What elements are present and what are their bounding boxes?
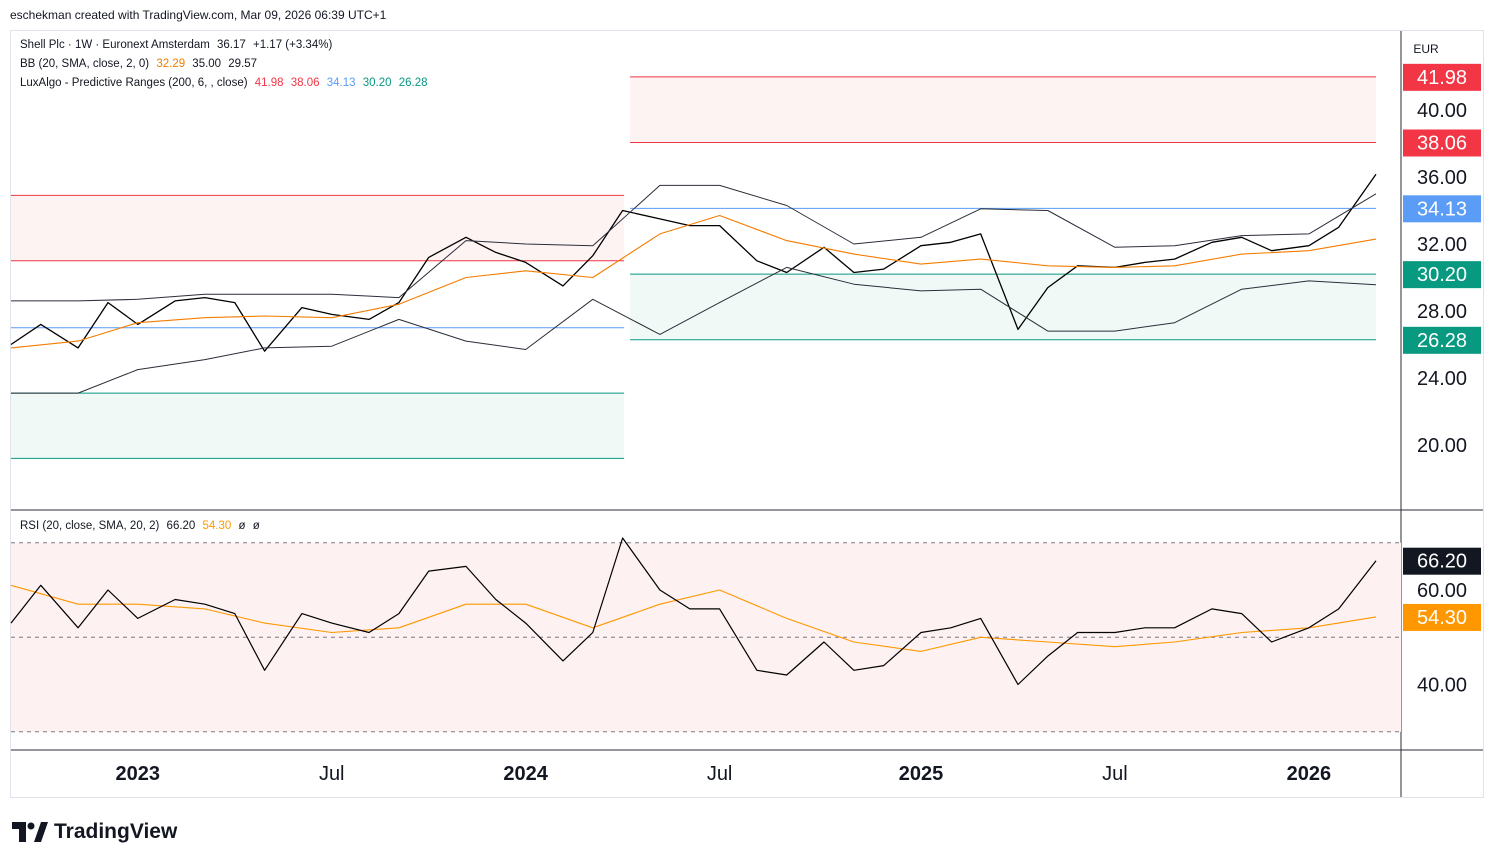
price-badge-label: 38.06 [1417, 132, 1467, 154]
price-badge-label: 30.20 [1417, 264, 1467, 286]
rsi-tick-label: 60.00 [1417, 580, 1467, 602]
range-lower-zone [630, 274, 1376, 340]
price-badge [1403, 261, 1481, 289]
legend-lux-s1: 30.20 [362, 77, 392, 89]
range-upper-zone [630, 76, 1376, 143]
price-tick-label: 24.00 [1417, 368, 1467, 390]
price-line [10, 173, 1377, 352]
range-lower-zone [11, 393, 625, 459]
legend-luxalgo-row: LuxAlgo - Predictive Ranges (200, 6, , c… [20, 77, 431, 89]
price-badge [1403, 195, 1481, 223]
attribution-text: eschekman created with TradingView.com, … [10, 8, 387, 22]
rsi-badge [1403, 547, 1481, 575]
legend-rsi-na1: ø [238, 520, 246, 532]
legend-bb-lower: 29.57 [228, 58, 258, 70]
legend-lux-r2: 41.98 [254, 77, 284, 89]
price-tick-label: 32.00 [1417, 234, 1467, 256]
legend-symbol-row: Shell Plc · 1W · Euronext Amsterdam 36.1… [20, 39, 336, 51]
time-tick-label: 2023 [116, 763, 161, 785]
rsi-badge-label: 54.30 [1417, 607, 1467, 629]
price-badge [1403, 326, 1481, 354]
legend-lux-r1: 38.06 [290, 77, 320, 89]
price-tick-label: 40.00 [1417, 100, 1467, 122]
tradingview-logo-icon [12, 822, 48, 842]
legend-lux-label: LuxAlgo - Predictive Ranges (200, 6, , c… [20, 77, 248, 89]
time-tick-label: 2026 [1287, 763, 1332, 785]
price-badge [1403, 129, 1481, 157]
price-badge-label: 34.13 [1417, 198, 1467, 220]
legend-rsi-value: 66.20 [166, 520, 196, 532]
bb-upper-line [11, 184, 1377, 302]
time-tick-label: Jul [707, 763, 733, 785]
rsi-background-band [11, 542, 1401, 732]
legend-rsi-ma: 54.30 [202, 520, 232, 532]
bb-lower-line [11, 266, 1377, 394]
price-badge [1403, 63, 1481, 91]
rsi-ma-line [10, 584, 1377, 652]
price-badge-label: 41.98 [1417, 67, 1467, 89]
legend-rsi-label: RSI (20, close, SMA, 20, 2) [20, 520, 160, 532]
bb-basis-line [10, 214, 1377, 349]
legend-rsi-na2: ø [252, 520, 260, 532]
legend-lux-s2: 26.28 [398, 77, 428, 89]
time-tick-label: Jul [319, 763, 345, 785]
legend-bb-row: BB (20, SMA, close, 2, 0) 32.29 35.00 29… [20, 58, 261, 70]
time-tick-label: 2025 [899, 763, 944, 785]
rsi-tick-label: 40.00 [1417, 675, 1467, 697]
legend-lux-avg: 34.13 [326, 77, 356, 89]
legend-bb-label: BB (20, SMA, close, 2, 0) [20, 58, 150, 70]
tradingview-logo[interactable]: TradingView [12, 820, 177, 844]
currency-label: EUR [1413, 42, 1439, 56]
price-tick-label: 20.00 [1417, 435, 1467, 457]
rsi-badge-label: 66.20 [1417, 551, 1467, 573]
legend-symbol: Shell Plc · 1W · Euronext Amsterdam [20, 39, 210, 51]
price-tick-label: 28.00 [1417, 301, 1467, 323]
legend-change: +1.17 (+3.34%) [253, 39, 333, 51]
time-tick-label: 2024 [503, 763, 548, 785]
rsi-line [10, 537, 1377, 686]
time-tick-label: Jul [1102, 763, 1128, 785]
price-badge-label: 26.28 [1417, 330, 1467, 352]
range-upper-zone [11, 195, 625, 261]
legend-rsi-row: RSI (20, close, SMA, 20, 2) 66.20 54.30 … [20, 520, 264, 532]
chart-frame [10, 30, 1484, 798]
legend-bb-upper: 35.00 [192, 58, 222, 70]
tradingview-logo-text: TradingView [54, 820, 178, 843]
legend-bb-basis: 32.29 [156, 58, 186, 70]
price-tick-label: 36.00 [1417, 167, 1467, 189]
legend-last-price: 36.17 [217, 39, 246, 51]
rsi-badge [1403, 603, 1481, 631]
